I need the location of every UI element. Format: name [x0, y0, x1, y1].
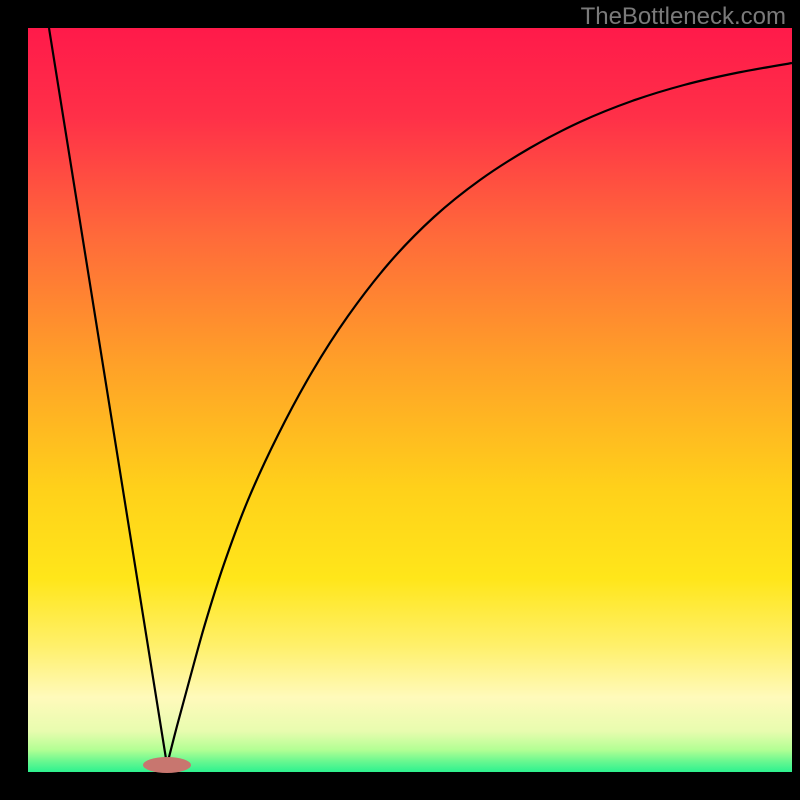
plot-area	[28, 28, 792, 772]
bottleneck-chart: TheBottleneck.com	[0, 0, 800, 800]
watermark-text: TheBottleneck.com	[581, 3, 786, 30]
optimal-marker	[143, 757, 191, 773]
chart-container: TheBottleneck.com	[0, 0, 800, 800]
